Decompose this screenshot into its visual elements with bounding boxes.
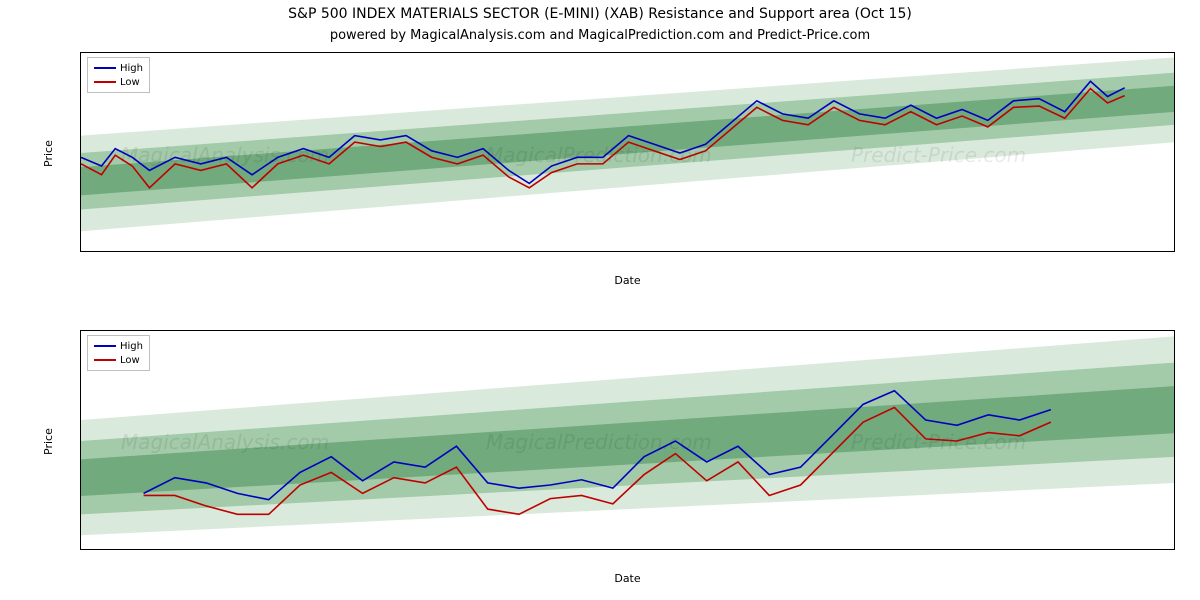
x-tick-label: 2024-11 [1140,251,1175,252]
legend-item-low: Low [94,353,143,367]
x-tick-label: 2024-01 [618,251,660,252]
legend-label-low: Low [120,77,140,88]
x-tick-label: 2024-09-01 [662,549,720,550]
x-tick-label: 2024-07-01 [177,549,235,550]
legend-item-high: High [94,339,143,353]
x-tick-mark [1161,251,1162,252]
x-tick-mark [691,549,692,550]
x-tick-mark [1056,251,1057,252]
x-tick-mark [449,549,450,550]
x-tick-label: 2024-07-15 [287,549,345,550]
x-tick-label: 2024-08-15 [529,549,587,550]
y-tick-mark [80,389,81,390]
y-tick-mark [80,441,81,442]
x-tick-label: 2023-05 [199,251,241,252]
x-tick-label: 2024-08-01 [420,549,478,550]
x-tick-mark [1168,549,1169,550]
x-tick-mark [846,251,847,252]
y-tick-mark [80,101,81,102]
x-tick-mark [115,251,116,252]
x-tick-mark [558,549,559,550]
x-tick-label: 2024-10-15 [1006,549,1064,550]
x-tick-mark [801,549,802,550]
x-tick-label: 2024-09 [1035,251,1077,252]
y-tick-mark [80,231,81,232]
y-tick-mark [80,546,81,547]
legend-item-high: High [94,61,143,75]
x-tick-mark [534,251,535,252]
bottom-chart-xlabel: Date [80,572,1175,585]
x-tick-mark [220,251,221,252]
x-tick-mark [206,549,207,550]
legend: High Low [87,335,150,371]
chart-svg [81,331,1175,550]
x-tick-mark [1035,549,1036,550]
top-chart-xlabel: Date [80,274,1175,287]
x-tick-label: 2023-03 [94,251,136,252]
x-tick-label: 2024-07 [929,251,971,252]
x-tick-mark [316,549,317,550]
y-tick-mark [80,144,81,145]
x-tick-label: 2024-09-15 [772,549,830,550]
y-tick-mark [80,188,81,189]
top-chart-ylabel: Price [42,140,55,167]
chart-subtitle: powered by MagicalAnalysis.com and Magic… [0,28,1200,43]
legend-label-high: High [120,63,143,74]
x-tick-mark [430,251,431,252]
x-tick-mark [741,251,742,252]
x-tick-label: 2024-03 [721,251,763,252]
chart-svg [81,53,1175,252]
figure: S&P 500 INDEX MATERIALS SECTOR (E-MINI) … [0,0,1200,600]
legend-label-high: High [120,341,143,352]
x-tick-mark [926,549,927,550]
y-tick-mark [80,57,81,58]
legend: High Low [87,57,150,93]
bottom-chart-panel: MagicalAnalysis.comMagicalPrediction.com… [80,330,1175,550]
legend-swatch-high [94,345,116,347]
chart-title: S&P 500 INDEX MATERIALS SECTOR (E-MINI) … [0,6,1200,22]
x-tick-label: 2024-11-01 [1139,549,1175,550]
legend-label-low: Low [120,355,140,366]
legend-swatch-low [94,359,116,361]
x-tick-mark [324,251,325,252]
y-tick-mark [80,493,81,494]
x-tick-label: 2023-11 [513,251,555,252]
x-tick-label: 2023-07 [303,251,345,252]
x-tick-mark [639,251,640,252]
y-tick-mark [80,336,81,337]
x-tick-label: 2024-06-15 [80,549,110,550]
x-tick-mark [81,549,82,550]
x-tick-label: 2024-05 [825,251,867,252]
legend-swatch-high [94,67,116,69]
bottom-chart-ylabel: Price [42,428,55,455]
x-tick-label: 2024-10-01 [897,549,955,550]
legend-item-low: Low [94,75,143,89]
x-tick-label: 2023-09 [409,251,451,252]
top-chart-panel: MagicalAnalysis.comMagicalPrediction.com… [80,52,1175,252]
legend-swatch-low [94,81,116,83]
x-tick-mark [950,251,951,252]
